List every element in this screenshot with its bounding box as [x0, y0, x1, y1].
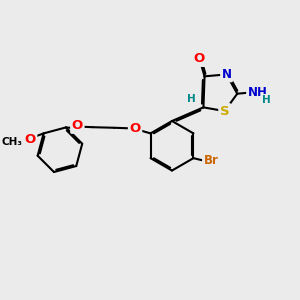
Text: O: O	[72, 119, 83, 132]
Text: O: O	[194, 52, 205, 65]
Text: H: H	[187, 94, 196, 104]
Text: H: H	[262, 95, 271, 105]
Text: CH₃: CH₃	[1, 137, 22, 147]
Text: NH: NH	[248, 86, 267, 99]
Text: S: S	[220, 105, 230, 118]
Text: Br: Br	[203, 154, 218, 167]
Text: N: N	[221, 68, 232, 81]
Text: O: O	[25, 133, 36, 146]
Text: O: O	[129, 122, 141, 135]
